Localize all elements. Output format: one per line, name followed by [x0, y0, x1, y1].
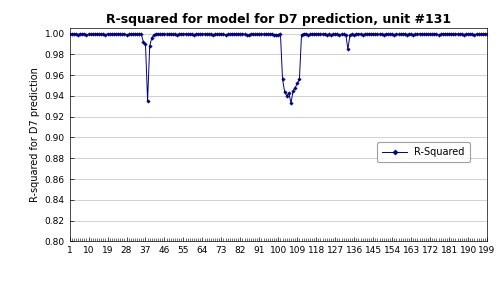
Line: R-Squared: R-Squared — [68, 32, 489, 105]
Title: R-squared for model for D7 prediction, unit #131: R-squared for model for D7 prediction, u… — [106, 13, 451, 26]
R-Squared — [216, 32, 222, 36]
R-Squared — [474, 32, 480, 36]
Legend: R-Squared: R-Squared — [378, 142, 470, 162]
R-Squared — [484, 33, 490, 36]
R-Squared — [288, 101, 294, 105]
R-Squared — [67, 32, 73, 36]
Y-axis label: R-squared for D7 prediction: R-squared for D7 prediction — [30, 68, 40, 202]
R-Squared — [277, 32, 283, 35]
R-Squared — [431, 32, 437, 36]
R-Squared — [457, 32, 463, 36]
R-Squared — [282, 90, 288, 93]
R-Squared — [254, 32, 260, 36]
